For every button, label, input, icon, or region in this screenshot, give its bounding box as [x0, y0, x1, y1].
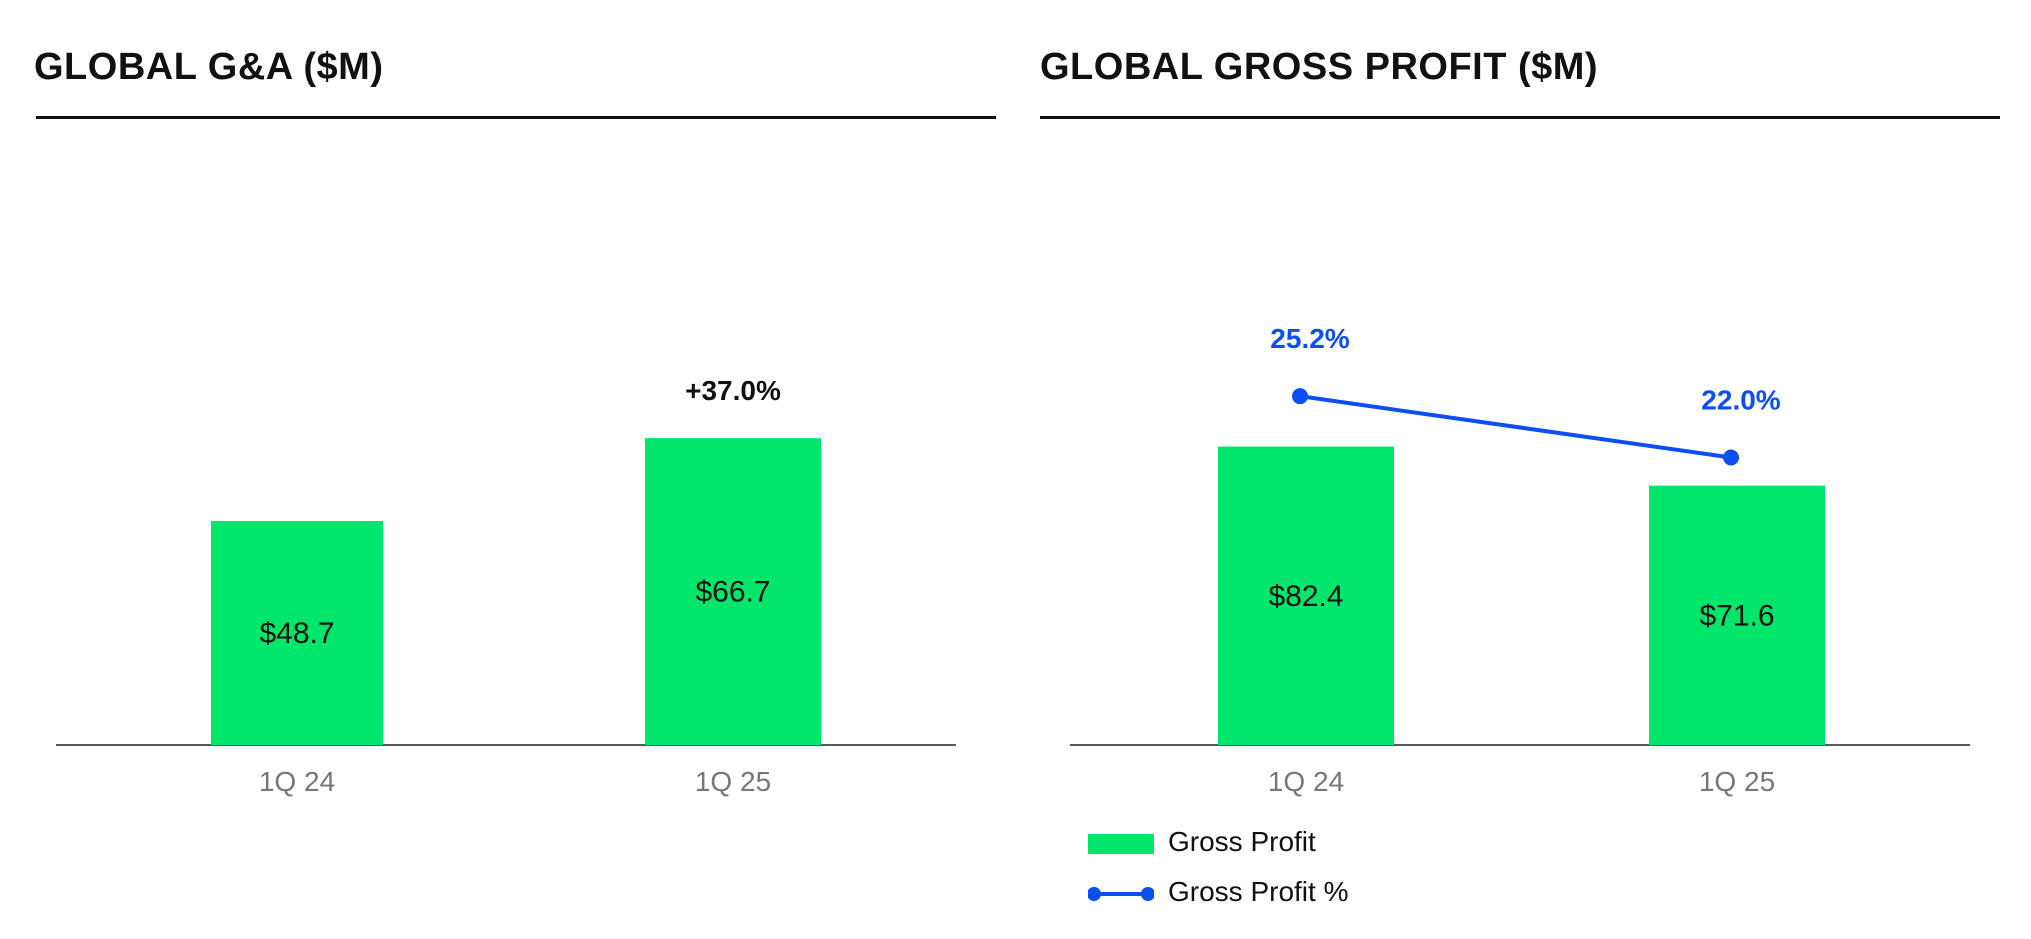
legend-line-swatch: [1088, 887, 1154, 901]
legend-label-gross-profit: Gross Profit: [1168, 826, 1316, 857]
ga-bar-0: [211, 520, 383, 745]
ga-bar-value-label-1: $66.7: [695, 576, 770, 609]
gp-pct-line: [1299, 394, 1732, 460]
ga-bar-1: [645, 438, 821, 745]
gp-pct-point-0: [1292, 388, 1308, 405]
ga-bar-chart: $48.7 1Q 24 $66.7 1Q 25 +37.0%: [56, 375, 956, 797]
gp-bar-1: [1649, 485, 1825, 745]
gp-bar-0: [1218, 446, 1394, 745]
ga-x-tick-label-1: 1Q 25: [695, 766, 771, 797]
gp-pct-label-1: 22.0%: [1701, 385, 1780, 416]
legend-label-gross-profit-pct: Gross Profit %: [1168, 876, 1349, 907]
gp-pct-point-1: [1723, 449, 1739, 466]
ga-bar-value-label-0: $48.7: [259, 617, 334, 650]
gross-profit-title-rule: [1040, 116, 2000, 119]
gross-profit-combo-chart: $82.4 1Q 24 $71.6 1Q 25 25.2% 22.0%: [1070, 323, 1970, 797]
gp-pct-label-0: 25.2%: [1270, 323, 1349, 354]
ga-chart-title: GLOBAL G&A ($M): [34, 46, 384, 88]
gp-bar-value-label-1: $71.6: [1699, 599, 1774, 632]
gp-x-tick-label-0: 1Q 24: [1268, 766, 1344, 797]
gross-profit-chart-title: GLOBAL GROSS PROFIT ($M): [1040, 46, 1599, 88]
gp-bar-value-label-0: $82.4: [1268, 580, 1343, 613]
ga-growth-annotation: +37.0%: [685, 375, 781, 406]
ga-chart-panel: GLOBAL G&A ($M) $48.7 1Q 24 $66.7 1Q 25 +37.…: [0, 0, 1010, 939]
gross-profit-chart-panel: GLOBAL GROSS PROFIT ($M) $82.4 1Q 24 $71.6…: [1010, 0, 2031, 939]
ga-x-tick-label-0: 1Q 24: [259, 766, 335, 797]
gp-x-tick-label-1: 1Q 25: [1699, 766, 1775, 797]
ga-title-rule: [36, 116, 996, 119]
legend-bar-swatch: [1088, 834, 1154, 854]
